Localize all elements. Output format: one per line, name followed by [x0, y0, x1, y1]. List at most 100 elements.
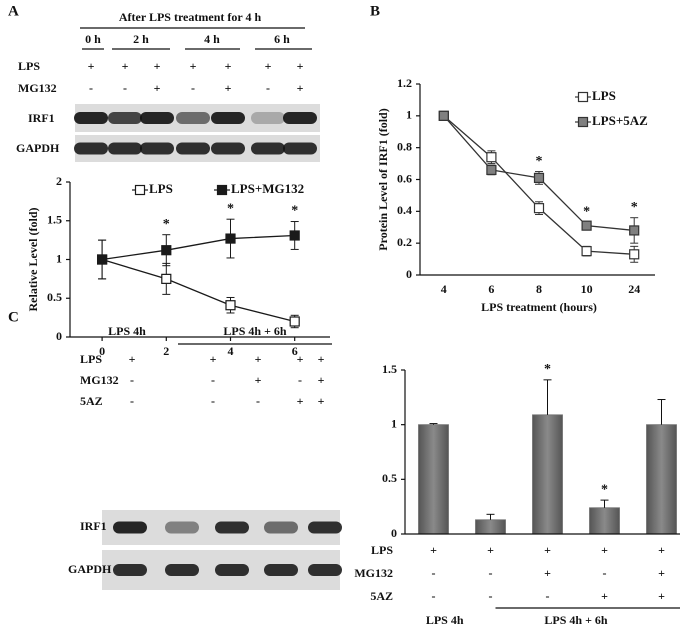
sign: -: [432, 566, 436, 580]
legend-label: LPS: [149, 181, 173, 196]
blot-band: [140, 142, 174, 155]
sign: -: [256, 394, 260, 408]
sign: -: [89, 81, 93, 95]
band-label: GAPDH: [68, 562, 112, 576]
y-tick-label: 1.2: [397, 76, 412, 90]
sign: +: [297, 81, 304, 95]
sign: +: [318, 373, 325, 387]
marker: [289, 316, 300, 327]
sign: -: [211, 394, 215, 408]
significance: *: [631, 200, 638, 215]
y-axis-label: Protein Level of IRF1 (fold): [376, 108, 390, 250]
y-tick-label: 0.2: [397, 235, 412, 249]
legend-label: LPS+5AZ: [592, 113, 648, 128]
row-label: 5AZ: [370, 589, 393, 603]
sign: -: [603, 566, 607, 580]
blot-header: After LPS treatment for 4 h: [119, 10, 262, 24]
x-axis-label: LPS treatment (hours): [481, 300, 597, 314]
significance: *: [536, 154, 543, 169]
group-label: LPS 4h + 6h: [223, 324, 287, 338]
y-tick-label: 0: [406, 267, 412, 281]
marker: [161, 245, 172, 256]
marker: [161, 273, 172, 284]
row-label: LPS: [18, 59, 40, 73]
significance: *: [163, 217, 170, 232]
time-label: 4 h: [204, 32, 220, 46]
x-tick-label: 4: [441, 282, 447, 296]
y-axis-label: Relative Level (fold): [26, 208, 40, 312]
series-line: [101, 258, 295, 323]
y-tick-label: 2: [56, 174, 62, 188]
sign: -: [191, 81, 195, 95]
blot-band: [211, 112, 245, 124]
marker: [533, 172, 545, 184]
sign: +: [430, 543, 437, 557]
sign: +: [129, 352, 136, 366]
sign: -: [489, 566, 493, 580]
blot-band: [264, 521, 298, 534]
blot-band: [251, 112, 285, 124]
sign: +: [297, 59, 304, 73]
x-tick-label: 6: [488, 282, 494, 296]
row-label: 5AZ: [80, 394, 103, 408]
sign: +: [225, 59, 232, 73]
legend-label: LPS+MG132: [231, 181, 304, 196]
panel-label: C: [8, 309, 19, 325]
sign: +: [601, 589, 608, 603]
legend-marker: [134, 184, 146, 196]
marker: [438, 110, 449, 121]
legend-marker: [577, 91, 589, 103]
sign: +: [255, 373, 262, 387]
bar: [418, 424, 449, 535]
marker: [225, 233, 236, 244]
x-tick-label: 8: [536, 282, 542, 296]
sign: -: [546, 589, 550, 603]
blot-band: [211, 142, 245, 155]
row-label: MG132: [80, 373, 119, 387]
sign: +: [154, 59, 161, 73]
bar: [532, 414, 563, 535]
row-label: LPS: [80, 352, 102, 366]
blot-band: [251, 142, 285, 155]
sign: +: [255, 352, 262, 366]
sign: -: [123, 81, 127, 95]
blot-band: [308, 521, 342, 534]
group-label: LPS 4h: [108, 324, 146, 338]
significance: *: [601, 482, 608, 497]
sign: -: [266, 81, 270, 95]
legend-marker: [577, 116, 589, 128]
time-label: 0 h: [85, 32, 101, 46]
row-label: MG132: [18, 81, 57, 95]
sign: -: [489, 589, 493, 603]
blot-band: [74, 112, 108, 124]
x-tick-label: 2: [163, 344, 169, 358]
time-label: 6 h: [274, 32, 290, 46]
panel-label: B: [370, 3, 380, 19]
band-label: GAPDH: [16, 141, 60, 155]
significance: *: [544, 362, 551, 377]
blot-band: [283, 142, 317, 155]
blot-band: [140, 112, 174, 124]
sign: +: [210, 352, 217, 366]
x-tick-label: 24: [628, 282, 640, 296]
sign: +: [658, 543, 665, 557]
y-tick-label: 1: [406, 108, 412, 122]
bar: [589, 507, 620, 535]
x-tick-label: 6: [292, 344, 298, 358]
y-tick-label: 1: [391, 416, 397, 430]
blot-band: [215, 564, 249, 576]
sign: +: [487, 543, 494, 557]
sign: +: [658, 566, 665, 580]
bar: [475, 519, 506, 535]
significance: *: [583, 205, 590, 220]
y-tick-label: 1: [56, 251, 62, 265]
legend-marker: [216, 184, 228, 196]
blot-band: [264, 564, 298, 576]
significance: *: [227, 201, 234, 216]
sign: +: [544, 543, 551, 557]
sign: -: [130, 394, 134, 408]
y-tick-label: 0.5: [382, 471, 397, 485]
blot-band: [113, 521, 147, 534]
x-tick-label: 0: [99, 344, 105, 358]
group-label: LPS 4h: [426, 613, 464, 627]
